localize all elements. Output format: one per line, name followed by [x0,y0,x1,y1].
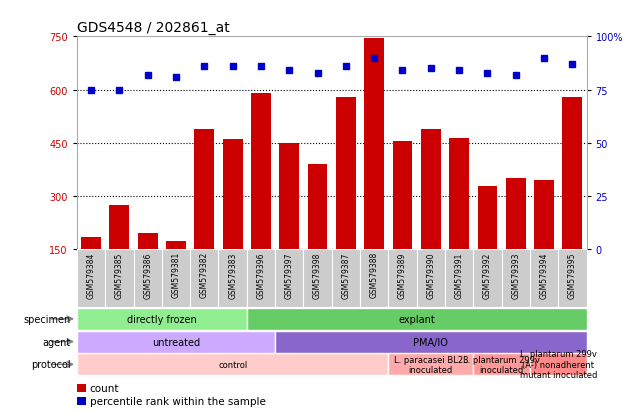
Text: GSM579388: GSM579388 [370,252,379,298]
Bar [251,94,271,250]
Bar [449,138,469,250]
FancyBboxPatch shape [105,250,133,308]
FancyBboxPatch shape [558,250,587,308]
FancyBboxPatch shape [388,250,417,308]
FancyBboxPatch shape [133,250,162,308]
Text: GSM579389: GSM579389 [398,252,407,298]
Bar [279,144,299,250]
Bar [194,129,214,250]
Bar [81,237,101,250]
Bar [110,206,129,250]
Text: GSM579396: GSM579396 [256,252,265,298]
FancyBboxPatch shape [190,250,219,308]
Text: L. paracasei BL23
inoculated: L. paracasei BL23 inoculated [394,355,468,374]
FancyBboxPatch shape [162,250,190,308]
FancyBboxPatch shape [275,331,587,353]
FancyBboxPatch shape [473,250,501,308]
Text: GSM579392: GSM579392 [483,252,492,298]
FancyBboxPatch shape [473,354,530,375]
Text: control: control [218,360,247,369]
Bar [392,142,412,250]
FancyBboxPatch shape [219,250,247,308]
FancyBboxPatch shape [77,331,275,353]
Text: GSM579381: GSM579381 [172,252,181,298]
Text: GDS4548 / 202861_at: GDS4548 / 202861_at [77,21,229,35]
Bar [77,397,86,406]
Text: count: count [90,383,119,393]
FancyBboxPatch shape [247,308,587,330]
FancyBboxPatch shape [388,354,473,375]
Text: GSM579384: GSM579384 [87,252,96,298]
FancyBboxPatch shape [303,250,332,308]
Text: protocol: protocol [31,359,71,370]
Text: GSM579398: GSM579398 [313,252,322,298]
Bar [421,129,441,250]
Text: percentile rank within the sample: percentile rank within the sample [90,396,265,406]
Text: untreated: untreated [152,337,200,347]
Text: directly frozen: directly frozen [127,314,197,324]
Bar [222,140,242,250]
Text: GSM579397: GSM579397 [285,252,294,298]
Bar [534,181,554,250]
Bar [364,39,384,250]
FancyBboxPatch shape [360,250,388,308]
Bar [308,165,328,250]
Text: L. plantarum 299v
inoculated: L. plantarum 299v inoculated [463,355,540,374]
Text: explant: explant [398,314,435,324]
Text: PMA/IO: PMA/IO [413,337,448,347]
FancyBboxPatch shape [77,250,105,308]
FancyBboxPatch shape [77,308,247,330]
Text: specimen: specimen [23,314,71,324]
FancyBboxPatch shape [247,250,275,308]
FancyBboxPatch shape [332,250,360,308]
Text: GSM579391: GSM579391 [454,252,463,298]
Bar [336,97,356,250]
FancyBboxPatch shape [530,250,558,308]
FancyBboxPatch shape [445,250,473,308]
Bar [138,234,158,250]
Text: GSM579395: GSM579395 [568,252,577,298]
Text: GSM579383: GSM579383 [228,252,237,298]
Bar [166,241,186,250]
Bar [77,384,86,392]
Text: GSM579386: GSM579386 [143,252,152,298]
Text: GSM579387: GSM579387 [342,252,351,298]
FancyBboxPatch shape [530,354,587,375]
Text: agent: agent [42,337,71,347]
FancyBboxPatch shape [77,354,388,375]
Text: GSM579393: GSM579393 [512,252,520,298]
Bar [506,179,526,250]
Text: GSM579382: GSM579382 [200,252,209,298]
FancyBboxPatch shape [417,250,445,308]
FancyBboxPatch shape [501,250,530,308]
Bar [478,186,497,250]
Text: L. plantarum 299v
(A-) nonadherent
mutant inoculated: L. plantarum 299v (A-) nonadherent mutan… [519,350,597,379]
Text: GSM579390: GSM579390 [426,252,435,298]
Text: GSM579394: GSM579394 [540,252,549,298]
FancyBboxPatch shape [275,250,303,308]
Bar [562,97,582,250]
Text: GSM579385: GSM579385 [115,252,124,298]
